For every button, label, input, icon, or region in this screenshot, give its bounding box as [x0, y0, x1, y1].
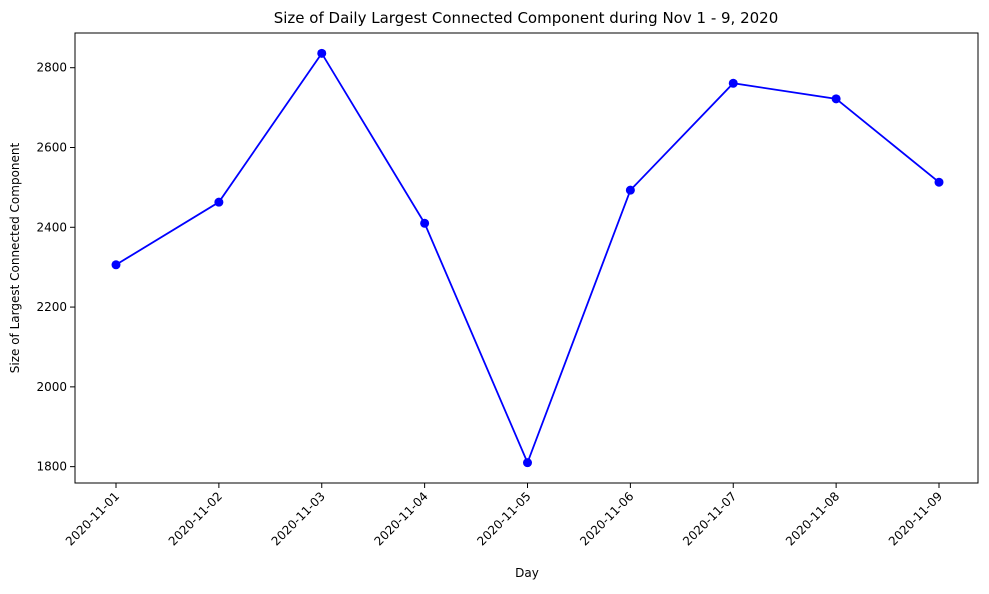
- x-tick-label: 2020-11-03: [269, 489, 328, 548]
- x-tick-label: 2020-11-01: [63, 489, 122, 548]
- y-tick-label: 2200: [36, 300, 67, 314]
- chart-title: Size of Daily Largest Connected Componen…: [274, 9, 779, 27]
- y-axis-label: Size of Largest Connected Component: [8, 142, 22, 373]
- y-tick-label: 1800: [36, 460, 67, 474]
- data-point: [728, 78, 738, 88]
- data-point: [420, 218, 430, 228]
- data-point: [214, 197, 224, 207]
- x-tick-label: 2020-11-05: [474, 489, 533, 548]
- x-tick-label: 2020-11-09: [886, 489, 945, 548]
- x-tick-label: 2020-11-06: [577, 489, 636, 548]
- y-tick-label: 2600: [36, 140, 67, 154]
- data-point: [317, 48, 327, 58]
- data-point: [831, 94, 841, 104]
- x-tick-label: 2020-11-07: [680, 489, 739, 548]
- x-tick-label: 2020-11-04: [372, 489, 431, 548]
- plot-frame: [74, 32, 979, 484]
- y-tick-label: 2400: [36, 220, 67, 234]
- data-point: [111, 260, 121, 270]
- series-line: [115, 51, 940, 466]
- y-tick-label: 2000: [36, 380, 67, 394]
- y-tick-label: 2800: [36, 61, 67, 75]
- y-axis: 1800 2000 2200 2400 2600 2800: [36, 61, 75, 474]
- x-tick-label: 2020-11-02: [166, 489, 225, 548]
- x-tick-label: 2020-11-08: [783, 489, 842, 548]
- series-layer: [111, 48, 944, 468]
- x-axis: 2020-11-01 2020-11-02 2020-11-03 2020-11-04…: [63, 483, 945, 548]
- data-point: [934, 177, 944, 187]
- x-axis-label: Day: [515, 566, 539, 580]
- data-point: [523, 458, 532, 468]
- data-point: [625, 185, 635, 195]
